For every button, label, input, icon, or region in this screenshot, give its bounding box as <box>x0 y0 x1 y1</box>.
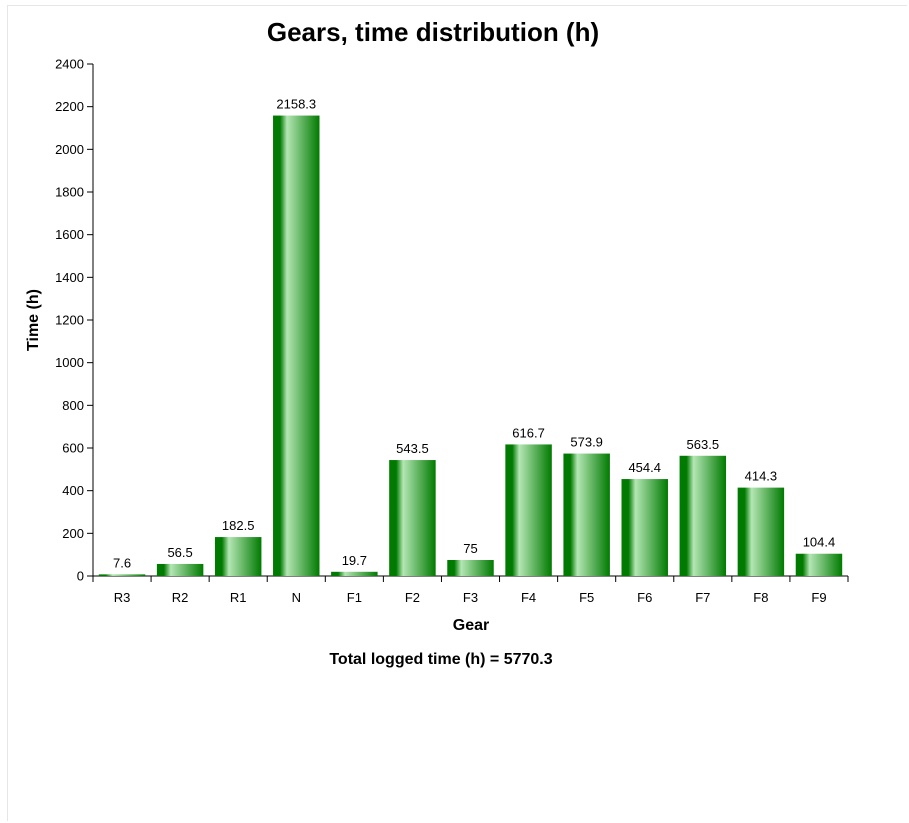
x-tick-label: F2 <box>405 590 420 605</box>
y-tick-label: 1400 <box>55 270 84 285</box>
y-tick-label: 0 <box>77 569 84 584</box>
bar-f4 <box>505 444 552 576</box>
bar-f9 <box>795 553 843 576</box>
y-tick-label: 800 <box>62 398 84 413</box>
y-tick-label: 1600 <box>55 227 84 242</box>
data-label: 2158.3 <box>276 97 316 112</box>
data-label: 454.4 <box>628 460 661 475</box>
data-label: 19.7 <box>342 553 367 568</box>
bar-f3 <box>447 560 494 576</box>
data-label: 75 <box>463 541 477 556</box>
x-tick-label: F6 <box>637 590 652 605</box>
data-labels: 7.6 56.5 182.5 2158.3 19.7 543.5 75 616.7 573.9 4… <box>113 97 835 571</box>
data-label: 104.4 <box>803 535 836 550</box>
bar-f5 <box>563 453 610 576</box>
chart-panel <box>7 5 907 821</box>
y-axis: 0 200 400 600 800 1000 1200 1400 1600 1800 2000 220… <box>55 57 94 584</box>
data-label: 182.5 <box>222 518 255 533</box>
x-tick-label: F5 <box>579 590 594 605</box>
y-tick-label: 2000 <box>55 142 84 157</box>
y-tick-label: 200 <box>62 526 84 541</box>
x-tick-label: N <box>292 590 301 605</box>
bar-f7 <box>679 455 727 576</box>
data-label: 7.6 <box>113 555 131 570</box>
data-label: 414.3 <box>745 469 778 484</box>
data-label: 616.7 <box>512 425 545 440</box>
bar-f6 <box>621 479 668 576</box>
y-tick-label: 1800 <box>55 185 84 200</box>
x-axis: R3 R2 R1 N F1 F2 F3 F4 F5 F6 F7 F8 F9 <box>92 575 849 605</box>
y-tick-label: 1000 <box>55 355 84 370</box>
x-tick-label: F1 <box>347 590 362 605</box>
bars <box>98 115 843 576</box>
data-label: 563.5 <box>687 437 720 452</box>
y-tick-label: 2200 <box>55 99 84 114</box>
chart-title: Gears, time distribution (h) <box>267 17 599 47</box>
bar-f8 <box>737 487 785 576</box>
bar-r3 <box>98 574 146 576</box>
y-axis-title: Time (h) <box>25 289 42 351</box>
x-tick-label: R2 <box>172 590 189 605</box>
x-axis-title: Gear <box>453 617 489 634</box>
x-tick-label: F9 <box>811 590 826 605</box>
bar-f1 <box>331 571 378 576</box>
data-label: 543.5 <box>396 441 429 456</box>
y-tick-label: 600 <box>62 441 84 456</box>
x-tick-label: R1 <box>230 590 247 605</box>
x-tick-label: F7 <box>695 590 710 605</box>
y-tick-label: 1200 <box>55 313 84 328</box>
data-label: 573.9 <box>570 435 603 450</box>
bar-r2 <box>156 563 204 576</box>
data-label: 56.5 <box>167 545 192 560</box>
y-tick-label: 2400 <box>55 57 84 72</box>
y-tick-label: 400 <box>62 483 84 498</box>
x-tick-label: R3 <box>114 590 131 605</box>
x-tick-label: F3 <box>463 590 478 605</box>
bar-n <box>273 115 320 576</box>
x-tick-label: F8 <box>753 590 768 605</box>
bar-f2 <box>389 460 436 576</box>
x-tick-label: F4 <box>521 590 536 605</box>
total-logged-time: Total logged time (h) = 5770.3 <box>329 651 552 668</box>
bar-r1 <box>214 537 262 576</box>
